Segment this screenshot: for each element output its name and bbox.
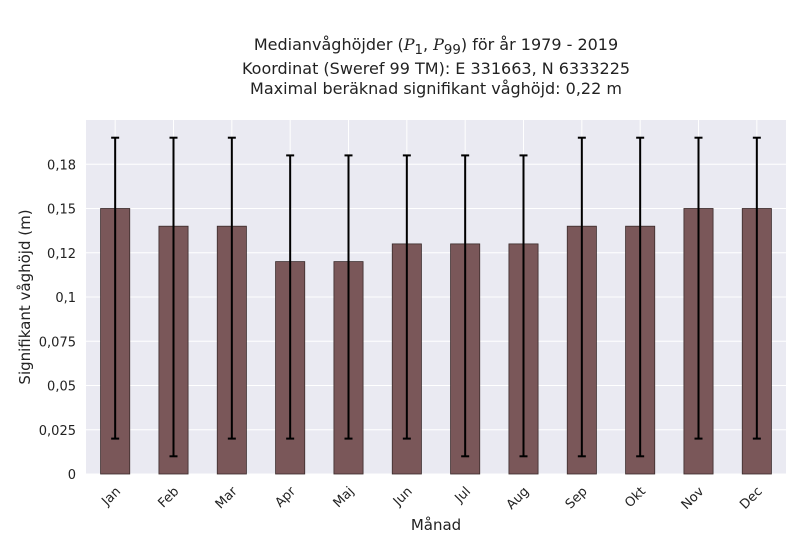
x-tick-label: Mar	[213, 484, 241, 512]
error-bar-okt	[636, 136, 645, 458]
chart-title-line1: Medianvåghöjder (P1, P99) för år 1979 - …	[253, 35, 619, 59]
error-bar-jul	[461, 154, 470, 458]
error-bars	[111, 136, 761, 458]
x-tick-label: Okt	[622, 484, 649, 511]
x-tick-label: Apr	[272, 484, 299, 511]
y-tick-label: 0,05	[47, 380, 76, 395]
y-tick-label: 0	[68, 468, 76, 483]
error-bar-maj	[344, 154, 353, 440]
error-bar-jan	[111, 136, 120, 440]
x-axis-label: Månad	[411, 516, 461, 534]
x-tick-label: Sep	[563, 484, 591, 512]
error-bar-nov	[694, 136, 703, 440]
x-tick-label: Nov	[679, 484, 708, 513]
error-bar-dec	[752, 136, 761, 440]
x-tick-label: Jun	[390, 484, 416, 510]
y-tick-label: 0,12	[47, 247, 76, 262]
x-tick-label: Aug	[504, 484, 533, 513]
x-tick-label: Dec	[737, 484, 765, 512]
x-axis-ticks: Jan Feb Mar Apr Maj Jun Jul Aug Sep Okt Nov Dec	[99, 484, 766, 513]
error-bar-feb	[169, 136, 178, 458]
error-bar-sep	[577, 136, 586, 458]
y-tick-label: 0,18	[47, 158, 76, 173]
x-tick-label: Feb	[155, 484, 182, 511]
error-bar-aug	[519, 154, 528, 458]
error-bar-apr	[286, 154, 295, 440]
y-tick-label: 0,1	[55, 291, 76, 306]
chart-title-line2: Koordinat (Sweref 99 TM): E 331663, N 63…	[241, 59, 631, 78]
x-tick-label: Maj	[331, 484, 358, 511]
y-tick-label: 0,025	[39, 424, 76, 439]
x-tick-label: Jul	[452, 484, 474, 506]
y-axis-label: Signifikant våghöjd (m)	[16, 209, 34, 384]
y-tick-label: 0,15	[47, 203, 76, 218]
error-bar-mar	[227, 136, 236, 440]
x-tick-label: Jan	[99, 484, 124, 509]
y-axis-ticks: 0 0,025 0,05 0,075 0,1 0,12 0,15 0,18	[39, 158, 76, 483]
error-bar-jun	[402, 154, 411, 440]
chart-title-line3: Maximal beräknad signifikant våghöjd: 0,…	[250, 79, 622, 98]
y-tick-label: 0,075	[39, 335, 76, 350]
